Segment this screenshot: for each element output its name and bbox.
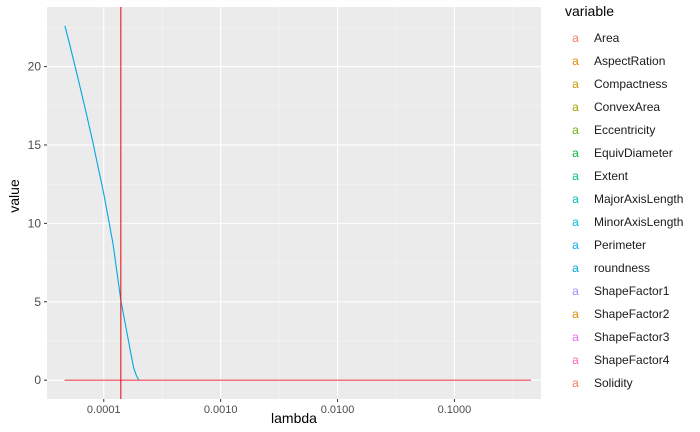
legend-item: a Perimeter bbox=[565, 233, 695, 256]
legend-item: a Extent bbox=[565, 164, 695, 187]
legend-item: a Area bbox=[565, 26, 695, 49]
legend-item: a ShapeFactor4 bbox=[565, 348, 695, 371]
grid-minor bbox=[47, 7, 541, 399]
legend-label: Compactness bbox=[594, 76, 668, 91]
legend-title: variable bbox=[565, 3, 615, 19]
y-tick-label: 20 bbox=[28, 60, 42, 74]
legend-item: a AspectRation bbox=[565, 49, 695, 72]
legend-label: Solidity bbox=[594, 375, 633, 390]
legend-label: Perimeter bbox=[594, 237, 647, 252]
legend-key: a bbox=[572, 214, 579, 229]
legend-key: a bbox=[572, 99, 579, 114]
legend-item: a Compactness bbox=[565, 72, 695, 95]
legend-key: a bbox=[572, 352, 579, 367]
series-layer bbox=[64, 25, 531, 381]
x-tick-label: 0.0001 bbox=[87, 404, 121, 416]
legend-label: Area bbox=[594, 30, 620, 45]
legend-key: a bbox=[572, 191, 579, 206]
legend-key: a bbox=[572, 306, 579, 321]
legend-label: ShapeFactor1 bbox=[594, 283, 670, 298]
y-axis: 0 5 10 15 20 bbox=[28, 60, 47, 387]
legend-item: a MajorAxisLength bbox=[565, 187, 695, 210]
x-tick-label: 0.0100 bbox=[321, 404, 355, 416]
legend-label: Eccentricity bbox=[594, 122, 656, 137]
legend-item: a Solidity bbox=[565, 371, 695, 394]
legend-label: ShapeFactor4 bbox=[594, 352, 670, 367]
legend-label: EquivDiameter bbox=[594, 145, 673, 160]
legend-item: a ShapeFactor3 bbox=[565, 325, 695, 348]
y-tick-label: 10 bbox=[28, 216, 42, 230]
legend: variable a Area a AspectRation a Compactness a… bbox=[565, 2, 695, 394]
legend-key: a bbox=[572, 30, 579, 45]
legend-key: a bbox=[572, 145, 579, 160]
legend-item: a ShapeFactor1 bbox=[565, 279, 695, 302]
x-tick-label: 0.1000 bbox=[438, 404, 472, 416]
x-tick-label: 0.0010 bbox=[204, 404, 238, 416]
legend-item: a ConvexArea bbox=[565, 95, 695, 118]
legend-item: a Eccentricity bbox=[565, 118, 695, 141]
legend-key: a bbox=[572, 375, 579, 390]
legend-item: a MinorAxisLength bbox=[565, 210, 695, 233]
y-tick-label: 0 bbox=[34, 373, 41, 387]
legend-label: MinorAxisLength bbox=[594, 214, 684, 229]
legend-item: a EquivDiameter bbox=[565, 141, 695, 164]
legend-key: a bbox=[572, 76, 579, 91]
legend-label: ShapeFactor3 bbox=[594, 329, 670, 344]
legend-label: ShapeFactor2 bbox=[594, 306, 670, 321]
legend-key: a bbox=[572, 53, 579, 68]
legend-label: roundness bbox=[594, 260, 651, 275]
legend-label: AspectRation bbox=[594, 53, 666, 68]
legend-key: a bbox=[572, 260, 579, 275]
legend-label: ConvexArea bbox=[594, 99, 661, 114]
legend-key: a bbox=[572, 283, 579, 298]
legend-key: a bbox=[572, 122, 579, 137]
legend-key: a bbox=[572, 168, 579, 183]
y-axis-label: value bbox=[6, 179, 22, 213]
legend-label: MajorAxisLength bbox=[594, 191, 684, 206]
y-tick-label: 5 bbox=[34, 295, 41, 309]
plot-panel bbox=[47, 7, 541, 399]
x-axis: 0.0001 0.0010 0.0100 0.1000 bbox=[87, 399, 471, 416]
legend-label: Extent bbox=[594, 168, 629, 183]
legend-items: a Area a AspectRation a Compactness a ConvexAre… bbox=[565, 26, 695, 394]
x-axis-label: lambda bbox=[271, 410, 317, 426]
legend-item: a ShapeFactor2 bbox=[565, 302, 695, 325]
y-tick-label: 15 bbox=[28, 138, 42, 152]
legend-item: a roundness bbox=[565, 256, 695, 279]
legend-key: a bbox=[572, 237, 579, 252]
legend-key: a bbox=[572, 329, 579, 344]
